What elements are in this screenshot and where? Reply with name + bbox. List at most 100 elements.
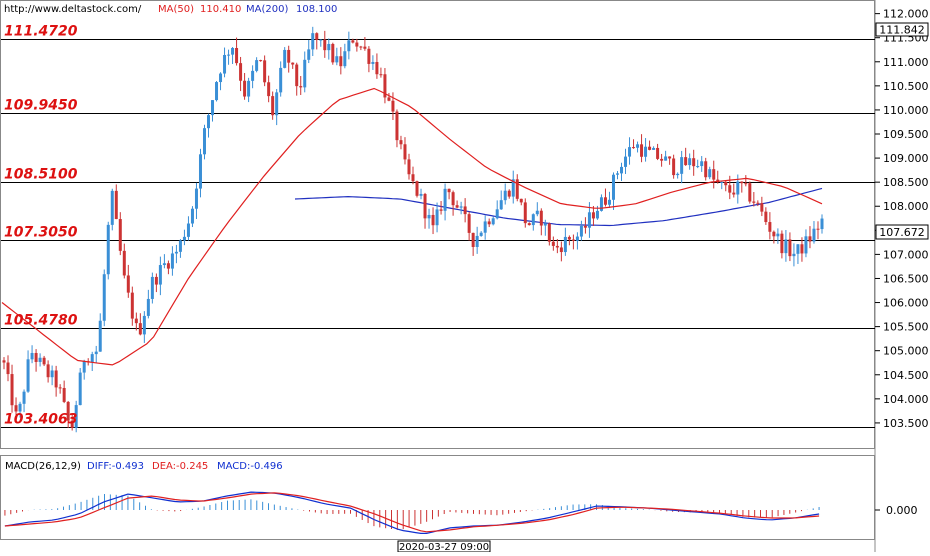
bearish-candle bbox=[42, 355, 46, 367]
candle-body bbox=[178, 240, 182, 252]
candle-body bbox=[607, 199, 611, 205]
candle-body bbox=[110, 190, 114, 225]
candle-body bbox=[575, 236, 579, 241]
candle-body bbox=[620, 166, 624, 174]
bearish-candle bbox=[154, 273, 158, 293]
candle-body bbox=[283, 49, 287, 68]
candle-body bbox=[768, 222, 772, 232]
bullish-candle bbox=[247, 77, 251, 103]
candle-body bbox=[547, 223, 551, 242]
bullish-candle bbox=[680, 150, 684, 184]
bullish-candle bbox=[784, 229, 788, 262]
bearish-candle bbox=[130, 286, 134, 326]
candle-body bbox=[215, 82, 219, 101]
candle-body bbox=[395, 111, 399, 141]
bullish-candle bbox=[499, 190, 503, 210]
candle-body bbox=[54, 370, 58, 388]
candle-body bbox=[114, 190, 118, 220]
bullish-candle bbox=[371, 55, 375, 70]
bullish-candle bbox=[207, 113, 211, 138]
candle-body bbox=[567, 236, 571, 240]
ma50-label: MA(50) bbox=[158, 4, 194, 15]
price-tick-label: 105.000 bbox=[883, 345, 929, 358]
candle-body bbox=[146, 298, 150, 316]
bullish-candle bbox=[347, 31, 351, 60]
bullish-candle bbox=[419, 188, 423, 200]
candle-body bbox=[415, 181, 419, 196]
candle-body bbox=[315, 33, 319, 40]
candle-body bbox=[563, 236, 567, 253]
candle-body bbox=[50, 370, 54, 378]
bullish-candle bbox=[335, 47, 339, 66]
current-price-marker: 107.672 bbox=[875, 224, 929, 240]
level-labels: 111.4720 109.9450 108.5100 107.3050 105.4780… bbox=[4, 24, 78, 428]
candle-body bbox=[407, 159, 411, 175]
bearish-candle bbox=[323, 30, 327, 58]
bullish-candle bbox=[190, 206, 194, 228]
ma200-line bbox=[294, 187, 823, 227]
candle-body bbox=[403, 144, 407, 160]
candle-body bbox=[66, 401, 70, 421]
bullish-candle bbox=[676, 172, 680, 179]
bullish-candle bbox=[628, 137, 632, 165]
ma200-value: 108.100 bbox=[296, 4, 337, 15]
bullish-candle bbox=[146, 289, 150, 319]
price-tick-label: 108.500 bbox=[883, 176, 929, 189]
candle-body bbox=[303, 59, 307, 88]
bearish-candle bbox=[764, 207, 768, 225]
bearish-candle bbox=[527, 222, 531, 226]
macd-lines bbox=[4, 491, 820, 535]
bearish-candle bbox=[134, 312, 138, 331]
bearish-candle bbox=[395, 109, 399, 148]
price-axis: 112.000111.500111.000110.500110.000109.5… bbox=[875, 8, 929, 430]
candle-body bbox=[455, 205, 459, 208]
candle-body bbox=[752, 201, 756, 203]
bullish-candle bbox=[483, 215, 487, 240]
candle-body bbox=[190, 208, 194, 224]
bearish-candle bbox=[591, 205, 595, 226]
candle-body bbox=[227, 54, 231, 56]
candle-body bbox=[126, 275, 130, 293]
candle-body bbox=[22, 391, 26, 404]
bearish-candle bbox=[539, 208, 543, 236]
bullish-candle bbox=[812, 221, 816, 244]
candle-body bbox=[251, 70, 255, 81]
macd-label: MACD(26,12,9) bbox=[5, 461, 81, 472]
bullish-candle bbox=[231, 46, 235, 65]
bullish-candle bbox=[636, 141, 640, 153]
candle-body bbox=[202, 128, 206, 155]
candle-body bbox=[10, 374, 14, 406]
bullish-candle bbox=[102, 269, 106, 327]
bearish-candle bbox=[547, 222, 551, 246]
candle-body bbox=[624, 156, 628, 167]
candle-body bbox=[760, 203, 764, 212]
bearish-candle bbox=[583, 217, 587, 234]
bearish-candle bbox=[46, 360, 50, 383]
bearish-candle bbox=[788, 232, 792, 262]
bearish-candle bbox=[692, 149, 696, 176]
macd-zero-tick: 0.000 bbox=[886, 504, 918, 517]
bearish-candle bbox=[399, 135, 403, 150]
bearish-candle bbox=[339, 47, 343, 75]
bullish-candle bbox=[535, 202, 539, 217]
bearish-candle bbox=[603, 188, 607, 207]
bullish-candle bbox=[575, 232, 579, 250]
candle-body bbox=[235, 48, 239, 64]
candle-body bbox=[511, 179, 515, 197]
bearish-candle bbox=[816, 221, 820, 240]
candle-body bbox=[483, 221, 487, 233]
bearish-candle bbox=[114, 184, 118, 220]
bullish-candle bbox=[186, 216, 190, 241]
candle-body bbox=[587, 212, 591, 228]
bearish-candle bbox=[467, 211, 471, 241]
bearish-candle bbox=[379, 67, 383, 78]
candle-body bbox=[343, 51, 347, 67]
candle-body bbox=[820, 218, 824, 230]
bearish-candle bbox=[471, 232, 475, 256]
bearish-candle bbox=[331, 42, 335, 65]
bullish-candle bbox=[94, 345, 98, 364]
candle-body bbox=[42, 357, 46, 365]
bearish-candle bbox=[712, 160, 716, 189]
candle-body bbox=[684, 157, 688, 166]
